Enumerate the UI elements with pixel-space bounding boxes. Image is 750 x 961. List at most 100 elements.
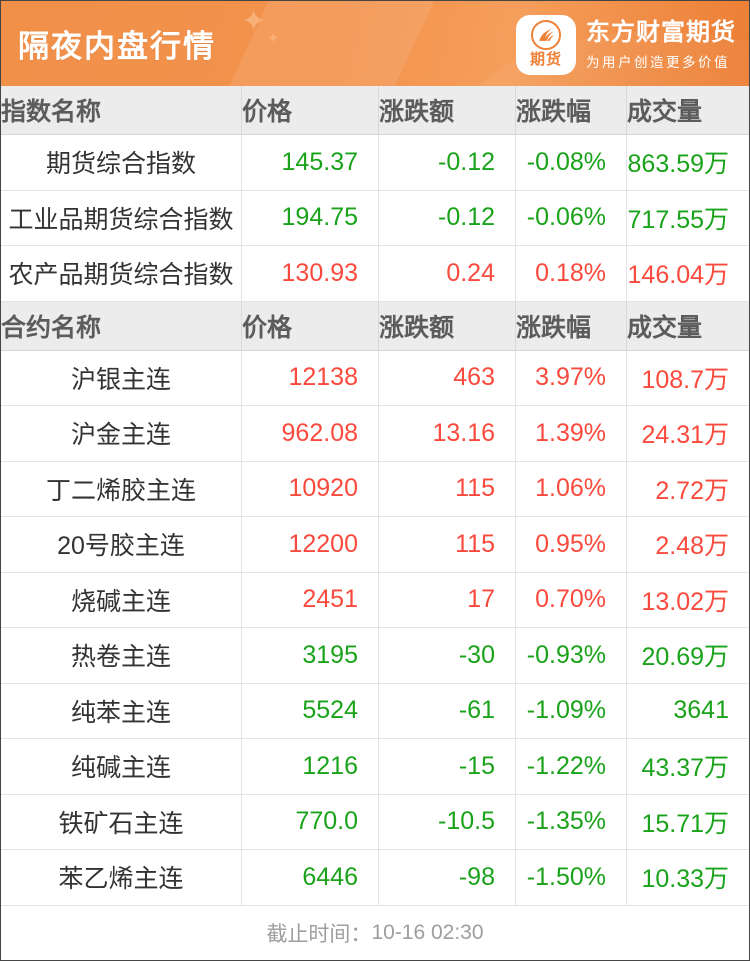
quote-name: 农产品期货综合指数	[8, 261, 234, 290]
index-table-header: 指数名称 价格 涨跌额 涨跌幅 成交量	[1, 86, 749, 135]
quote-change-pct: 1.06%	[515, 461, 626, 516]
brand-text: 东方财富期货 为用户创造更多价值	[586, 19, 736, 71]
quote-change-pct: 0.18%	[515, 246, 626, 301]
quote-price: 194.75	[241, 190, 378, 245]
quote-row: 苯乙烯主连 6446 -98 -1.50% 10.33万	[1, 850, 749, 906]
quote-price: 12138	[241, 350, 378, 405]
quote-price: 10920	[241, 461, 378, 516]
quote-change: -98	[378, 850, 515, 905]
quote-name: 丁二烯胶主连	[45, 476, 196, 505]
column-header-change: 涨跌额	[378, 301, 515, 350]
quote-change: 0.24	[378, 246, 515, 301]
quote-price: 962.08	[241, 406, 378, 461]
quote-volume: 43.37万	[626, 739, 749, 794]
quote-volume: 13.02万	[626, 572, 749, 627]
page-title: 隔夜内盘行情	[18, 29, 216, 64]
brand-name: 东方财富期货	[586, 19, 736, 47]
quote-change-pct: -0.93%	[515, 628, 626, 683]
quote-volume: 10.33万	[626, 850, 749, 905]
quote-name: 铁矿石主连	[58, 809, 184, 838]
quote-volume: 108.7万	[626, 350, 749, 405]
quote-change: -10.5	[378, 794, 515, 849]
quote-price: 770.0	[241, 794, 378, 849]
quote-volume: 2.48万	[626, 517, 749, 572]
contract-table-header: 合约名称 价格 涨跌额 涨跌幅 成交量	[1, 301, 749, 351]
quote-name: 苯乙烯主连	[58, 865, 184, 894]
quote-change: 13.16	[378, 406, 515, 461]
quote-price: 145.37	[241, 135, 378, 190]
quote-volume: 863.59万	[626, 135, 749, 190]
contract-table-body: 沪银主连 12138 463 3.97% 108.7万 沪金主连 962.08 …	[1, 350, 749, 906]
column-header-change: 涨跌额	[378, 86, 515, 134]
quote-change-pct: -0.06%	[515, 190, 626, 245]
quote-change: 115	[378, 461, 515, 516]
quote-change: -15	[378, 739, 515, 794]
quote-change-pct: 1.39%	[515, 406, 626, 461]
quote-row: 期货综合指数 145.37 -0.12 -0.08% 863.59万	[1, 135, 749, 191]
quote-change: -30	[378, 628, 515, 683]
quote-volume: 717.55万	[626, 190, 749, 245]
quote-price: 12200	[241, 517, 378, 572]
quote-price: 130.93	[241, 246, 378, 301]
quote-price: 3195	[241, 628, 378, 683]
quote-price: 5524	[241, 683, 378, 738]
quote-change: 463	[378, 350, 515, 405]
quote-name: 20号胶主连	[57, 532, 185, 561]
quote-name: 烧碱主连	[70, 587, 171, 616]
brand-block: 期货 东方财富期货 为用户创造更多价值	[516, 15, 736, 75]
quote-name: 纯碱主连	[70, 754, 171, 783]
quote-volume: 20.69万	[626, 628, 749, 683]
index-table-body: 期货综合指数 145.37 -0.12 -0.08% 863.59万 工业品期货…	[1, 135, 749, 302]
quote-price: 1216	[241, 739, 378, 794]
quote-volume: 146.04万	[626, 246, 749, 301]
column-header-change-pct: 涨跌幅	[515, 86, 626, 134]
column-header-contract-name: 合约名称	[1, 313, 102, 342]
quote-row: 纯苯主连 5524 -61 -1.09% 3641	[1, 683, 749, 739]
quote-row: 铁矿石主连 770.0 -10.5 -1.35% 15.71万	[1, 794, 749, 850]
cutoff-label: 截止时间：	[266, 922, 372, 946]
quote-change-pct: -1.50%	[515, 850, 626, 905]
column-header-volume: 成交量	[626, 301, 749, 350]
brand-logo: 期货	[516, 15, 576, 75]
quote-volume: 2.72万	[626, 461, 749, 516]
quote-row: 工业品期货综合指数 194.75 -0.12 -0.06% 717.55万	[1, 190, 749, 246]
quote-change-pct: -1.09%	[515, 683, 626, 738]
quote-row: 20号胶主连 12200 115 0.95% 2.48万	[1, 517, 749, 573]
column-header-volume: 成交量	[626, 86, 749, 134]
quote-row: 热卷主连 3195 -30 -0.93% 20.69万	[1, 628, 749, 684]
sparkle-icon: ✦	[267, 30, 280, 47]
quote-row: 丁二烯胶主连 10920 115 1.06% 2.72万	[1, 461, 749, 517]
quote-name: 期货综合指数	[45, 150, 196, 179]
quote-volume: 24.31万	[626, 406, 749, 461]
quote-change-pct: -1.22%	[515, 739, 626, 794]
quote-change: 17	[378, 572, 515, 627]
quote-change-pct: 0.95%	[515, 517, 626, 572]
sparkle-icon: ✦	[241, 5, 267, 38]
column-header-price: 价格	[241, 86, 378, 134]
column-header-change-pct: 涨跌幅	[515, 301, 626, 350]
quote-change-pct: -1.35%	[515, 794, 626, 849]
quote-change-pct: 3.97%	[515, 350, 626, 405]
quote-row: 沪金主连 962.08 13.16 1.39% 24.31万	[1, 406, 749, 462]
quote-name: 纯苯主连	[70, 698, 171, 727]
brand-tagline: 为用户创造更多价值	[586, 54, 730, 70]
quote-change: -0.12	[378, 135, 515, 190]
quote-row: 纯碱主连 1216 -15 -1.22% 43.37万	[1, 739, 749, 795]
quote-change: 115	[378, 517, 515, 572]
quote-row: 农产品期货综合指数 130.93 0.24 0.18% 146.04万	[1, 246, 749, 302]
cutoff-time: 10-16 02:30	[371, 920, 484, 944]
quote-price: 2451	[241, 572, 378, 627]
logo-badge-text: 期货	[529, 51, 562, 68]
quote-change: -0.12	[378, 190, 515, 245]
quote-name: 沪金主连	[70, 421, 171, 450]
quote-change-pct: 0.70%	[515, 572, 626, 627]
quote-change: -61	[378, 683, 515, 738]
sparkle-decoration: ✦ ✦	[241, 5, 280, 47]
quote-name: 工业品期货综合指数	[8, 205, 234, 234]
quote-name: 热卷主连	[70, 643, 171, 672]
quote-name: 沪银主连	[70, 365, 171, 394]
quote-row: 烧碱主连 2451 17 0.70% 13.02万	[1, 572, 749, 628]
quote-volume: 15.71万	[626, 794, 749, 849]
quote-price: 6446	[241, 850, 378, 905]
